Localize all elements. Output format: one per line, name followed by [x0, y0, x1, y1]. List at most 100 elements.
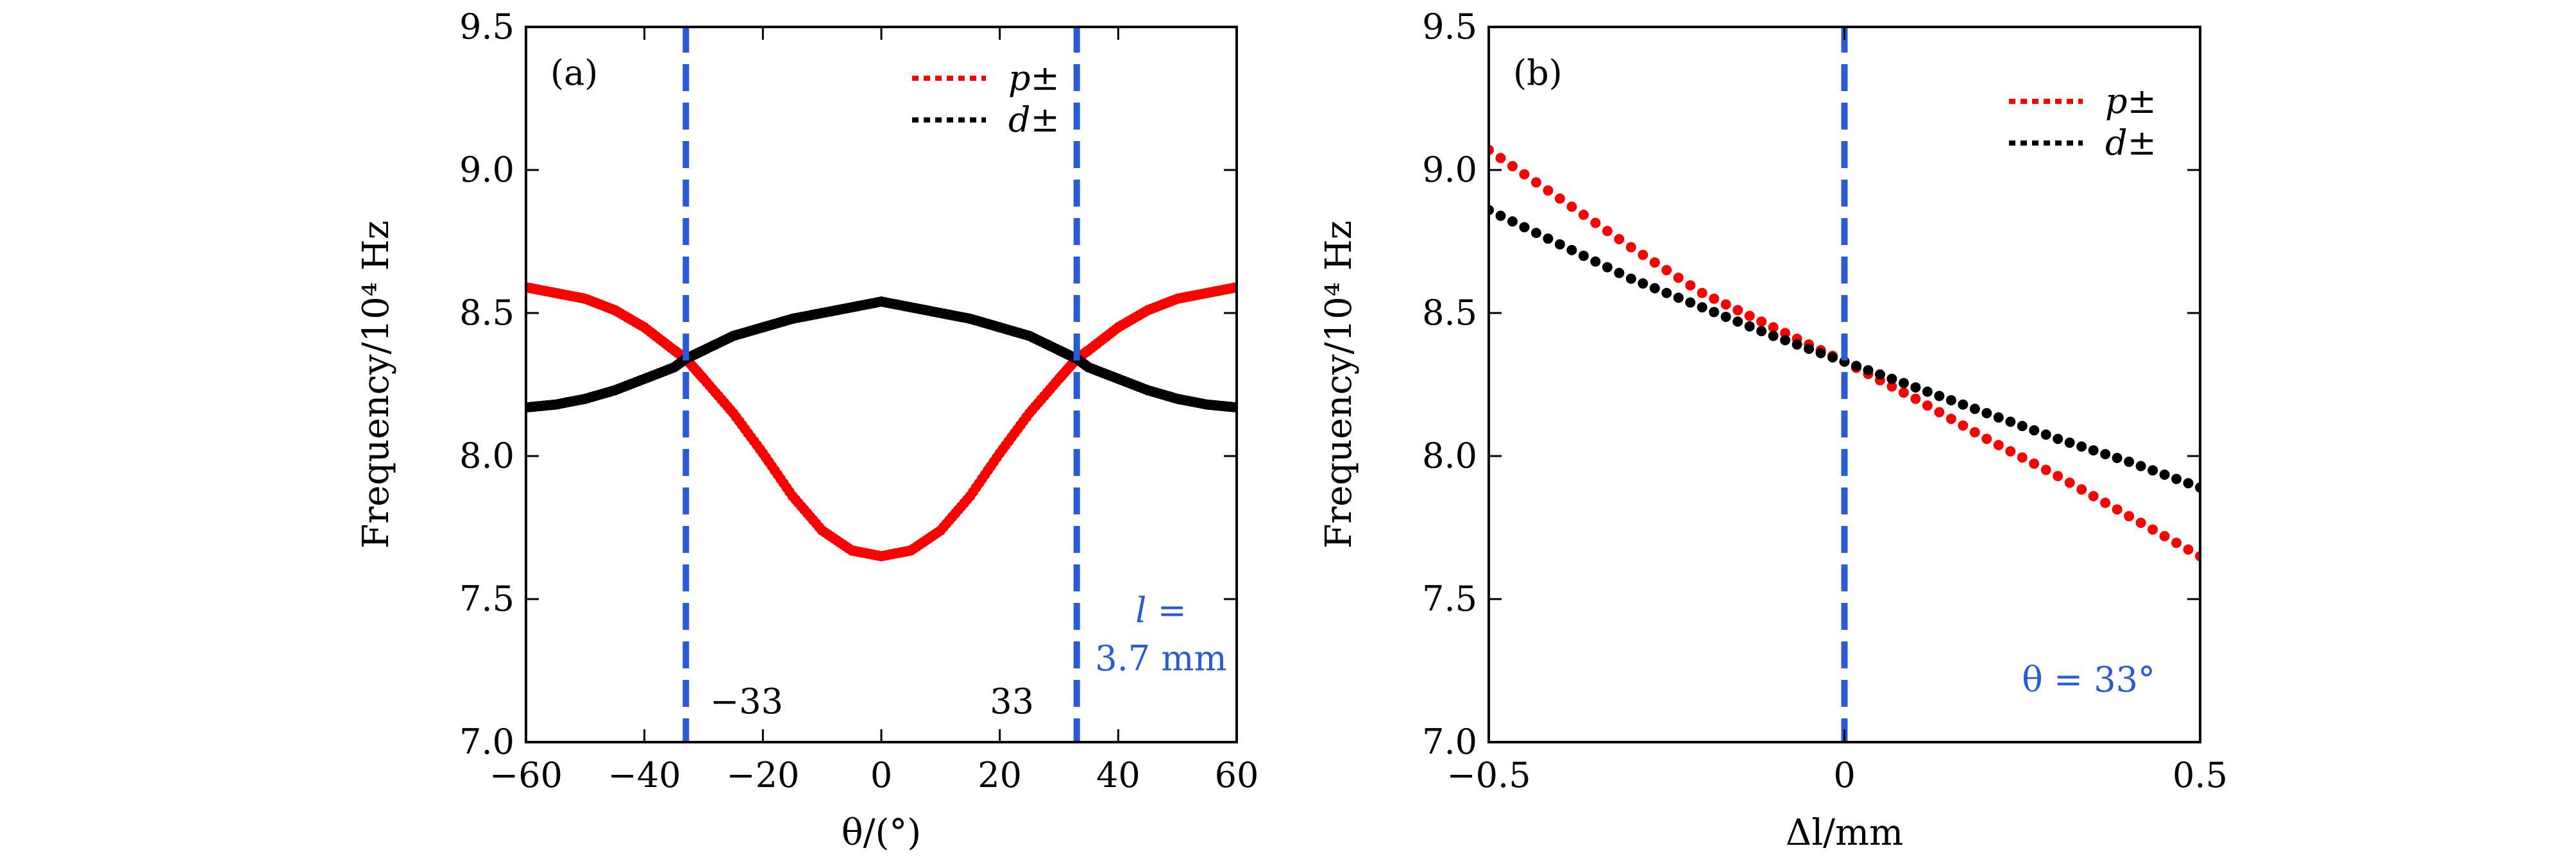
y-tick-label: 8.5 — [1422, 292, 1477, 333]
x-tick-label: −0.5 — [1446, 755, 1530, 795]
data-point — [2159, 530, 2170, 541]
data-point — [2183, 544, 2194, 555]
data-point — [2100, 497, 2111, 508]
data-point — [1958, 399, 1969, 410]
x-tick-label: 60 — [1215, 755, 1259, 795]
data-point — [1792, 339, 1802, 350]
data-point — [1519, 222, 1530, 233]
y-axis-label: Frequency/10⁴ Hz — [1318, 221, 1360, 549]
y-tick-label: 8.0 — [1422, 436, 1477, 476]
data-point — [1530, 177, 1541, 188]
data-point — [2171, 538, 2182, 548]
data-point — [2076, 441, 2087, 452]
data-point — [1851, 360, 1861, 371]
data-point — [1602, 262, 1613, 273]
series-1 — [1489, 205, 2200, 493]
data-point — [2135, 518, 2146, 529]
data-point — [1744, 310, 1755, 321]
data-point — [1709, 293, 1720, 304]
data-point — [2029, 458, 2040, 469]
data-point — [1910, 382, 1921, 393]
data-point — [1578, 250, 1589, 261]
data-point — [1768, 322, 1779, 333]
data-point — [1720, 311, 1731, 322]
data-point — [2040, 429, 2051, 440]
data-point — [1507, 216, 1518, 227]
data-point — [1744, 321, 1755, 332]
y-tick-label: 9.0 — [1422, 149, 1477, 190]
data-point — [1614, 267, 1625, 278]
series-1 — [526, 296, 1237, 413]
data-point — [1495, 153, 1506, 164]
data-point — [1590, 256, 1601, 267]
data-point — [1934, 407, 1945, 418]
panel-label: (a) — [550, 53, 598, 93]
x-tick-label: 20 — [978, 755, 1022, 795]
data-point — [2148, 465, 2158, 476]
data-point — [1685, 280, 1696, 291]
data-point — [2064, 477, 2075, 488]
data-point — [2159, 469, 2170, 480]
y-tick-label: 7.0 — [459, 722, 514, 762]
x-tick-label: −60 — [489, 755, 563, 795]
legend-label: d± — [1008, 99, 1060, 140]
x-tick-label: 40 — [1096, 755, 1140, 795]
data-point — [1709, 307, 1720, 318]
data-point — [1969, 427, 1980, 437]
annotation-param-line2: 3.7 mm — [1095, 638, 1226, 679]
panel-label: (b) — [1513, 53, 1563, 93]
y-tick-label: 9.0 — [459, 149, 514, 190]
y-tick-label: 9.5 — [1422, 6, 1477, 47]
x-tick-label: 0 — [1833, 755, 1855, 795]
y-axis-label: Frequency/10⁴ Hz — [355, 221, 397, 549]
x-tick-label: 0.5 — [2173, 755, 2228, 795]
data-point — [1697, 287, 1707, 298]
data-point — [2171, 473, 2182, 484]
x-axis-label: Δl/mm — [1786, 812, 1903, 854]
annotation-left-crossing: −33 — [710, 681, 783, 722]
y-tick-label: 9.5 — [459, 6, 514, 47]
data-point — [1804, 343, 1815, 354]
data-point — [1578, 209, 1589, 220]
panel-b-data — [1489, 144, 2200, 562]
data-point — [2148, 524, 2158, 535]
data-point — [2053, 434, 2063, 445]
data-point — [1625, 242, 1636, 253]
data-point — [1507, 161, 1518, 172]
data-point — [1543, 185, 1554, 196]
annotation-param-line1: l = — [1135, 590, 1187, 631]
data-point — [1886, 373, 1897, 384]
data-point — [2183, 478, 2194, 489]
data-point — [1625, 273, 1636, 284]
data-point — [1981, 408, 1992, 419]
y-tick-label: 7.5 — [459, 579, 514, 619]
data-point — [2076, 484, 2087, 495]
data-point — [1874, 369, 1885, 380]
series-0 — [526, 282, 1237, 562]
annotation-theta: θ = 33° — [2022, 659, 2155, 700]
y-tick-label: 8.0 — [459, 436, 514, 476]
data-point — [2124, 511, 2135, 521]
data-point — [1673, 292, 1684, 303]
data-point — [1969, 403, 1980, 414]
data-point — [2100, 449, 2111, 460]
data-point — [1661, 265, 1672, 276]
data-point — [1602, 226, 1613, 237]
data-point — [2088, 445, 2099, 456]
legend-label: d± — [2105, 123, 2157, 163]
x-tick-label: −20 — [726, 755, 799, 795]
data-point — [1638, 278, 1648, 289]
data-point — [2135, 461, 2146, 471]
panel-b-chart: −0.5 0 0.5 7.0 7.5 8.0 8.5 9.0 9.5 Δl/mm Frequency… — [1318, 6, 2228, 854]
data-point — [2017, 421, 2028, 432]
data-point — [2040, 464, 2051, 475]
data-point — [1543, 233, 1554, 244]
data-point — [2005, 446, 2016, 457]
data-point — [1780, 335, 1791, 346]
y-tick-label: 7.0 — [1422, 722, 1477, 762]
data-point — [1981, 434, 1992, 445]
data-point — [1898, 378, 1909, 389]
data-point — [1614, 233, 1625, 244]
data-point — [1815, 348, 1826, 359]
